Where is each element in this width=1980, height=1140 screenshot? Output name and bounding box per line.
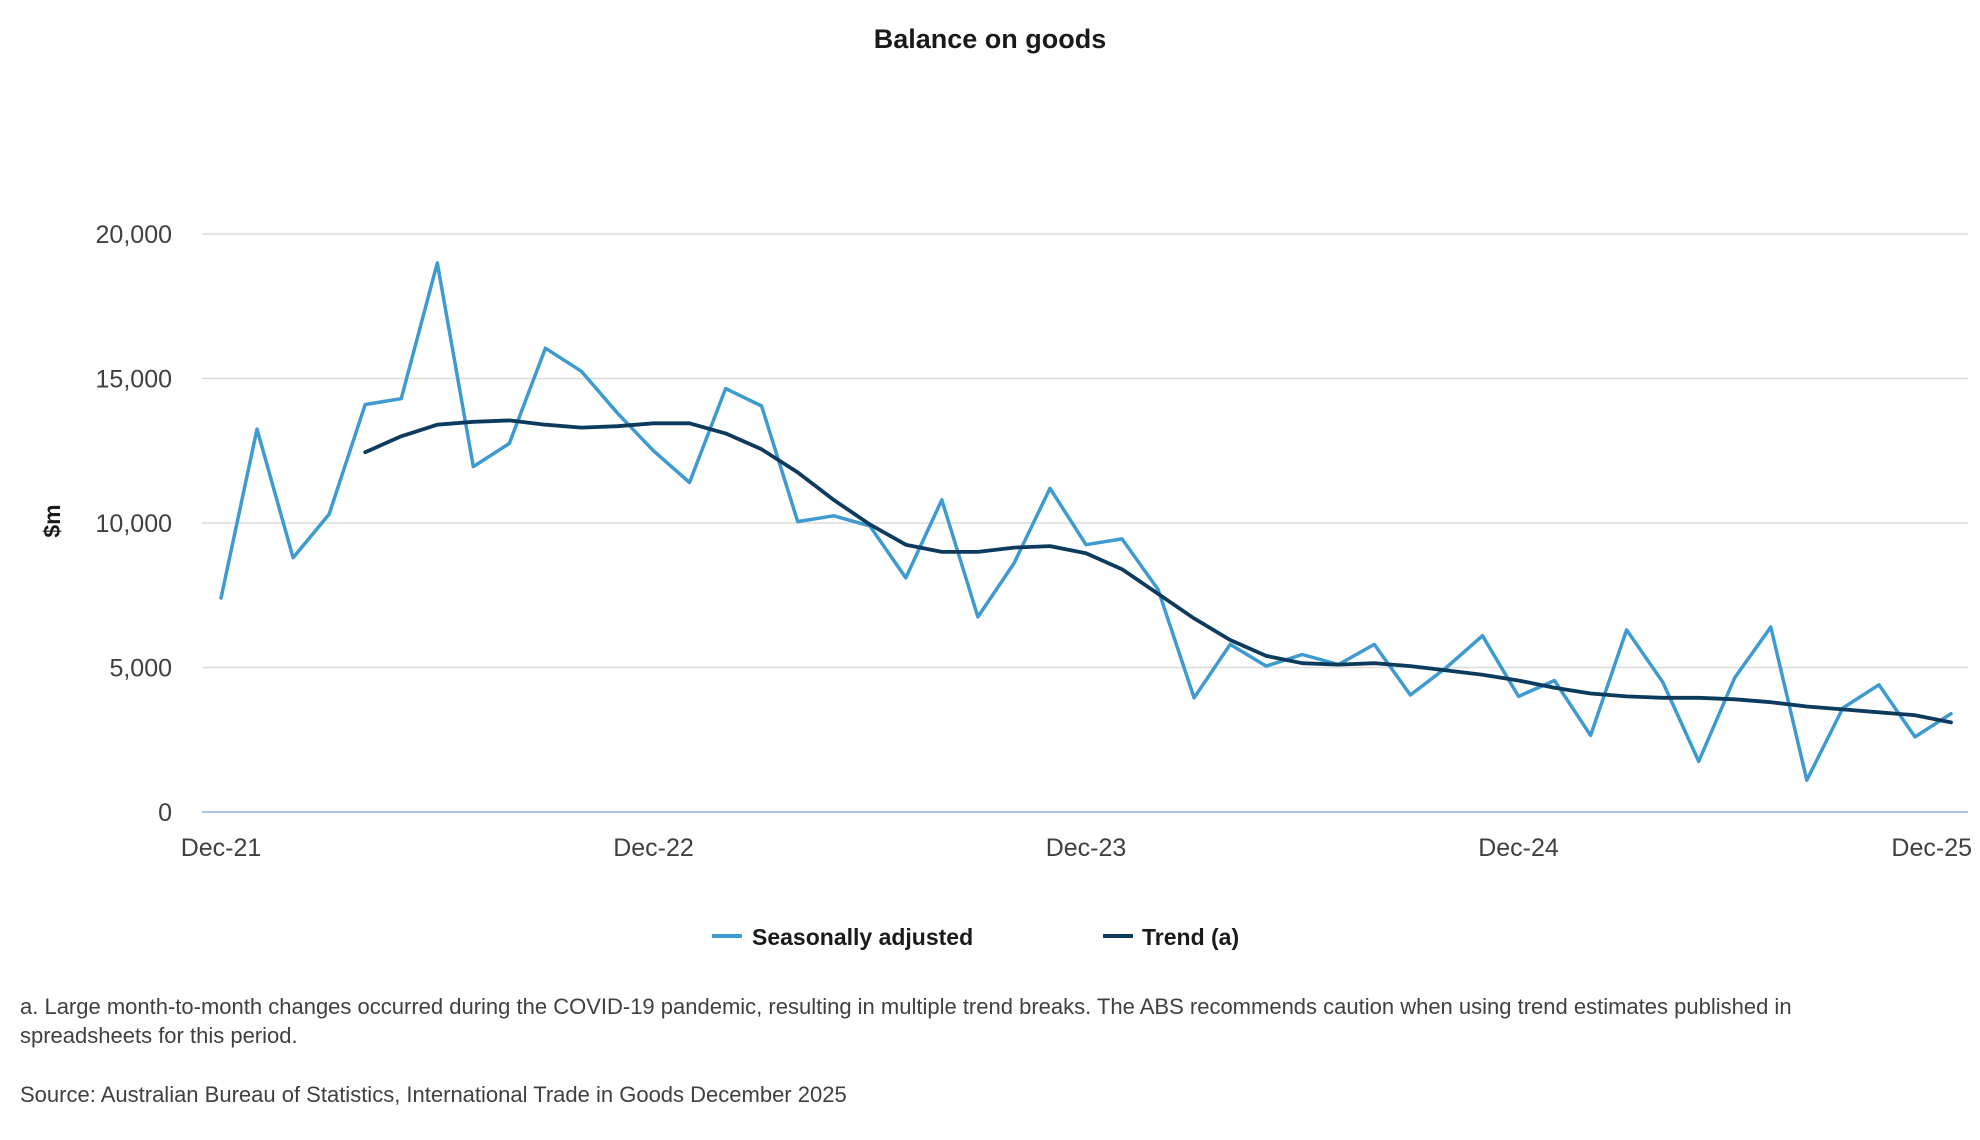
y-axis-label: $m (39, 504, 65, 537)
y-tick-label: 20,000 (96, 221, 172, 249)
y-tick-label: 0 (158, 799, 172, 827)
source-note: Source: Australian Bureau of Statistics,… (20, 1082, 847, 1107)
y-tick-label: 15,000 (96, 366, 172, 394)
series-line-trend (363, 418, 1953, 725)
series-line-seasonally-adjusted (219, 261, 1953, 782)
footnote: a. Large month-to-month changes occurred… (20, 994, 1792, 1048)
legend-label: Seasonally adjusted (752, 924, 973, 950)
legend: Seasonally adjusted Trend (a) (712, 924, 1239, 950)
x-tick-label: Dec-24 (1478, 834, 1559, 862)
legend-label: Trend (a) (1142, 924, 1239, 950)
x-axis-tick-labels: Dec-21 Dec-22 Dec-23 Dec-24 Dec-25 (181, 834, 1972, 862)
x-tick-label: Dec-23 (1046, 834, 1127, 862)
x-tick-label: Dec-22 (613, 834, 694, 862)
y-tick-label: 10,000 (96, 510, 172, 538)
x-tick-label: Dec-21 (181, 834, 262, 862)
chart-title: Balance on goods (874, 24, 1107, 54)
x-tick-label: Dec-25 (1891, 834, 1972, 862)
y-axis-tick-labels: 0 5,000 10,000 15,000 20,000 (96, 221, 172, 827)
gridlines (202, 233, 1968, 669)
y-tick-label: 5,000 (109, 655, 172, 683)
series-lines (219, 261, 1953, 782)
